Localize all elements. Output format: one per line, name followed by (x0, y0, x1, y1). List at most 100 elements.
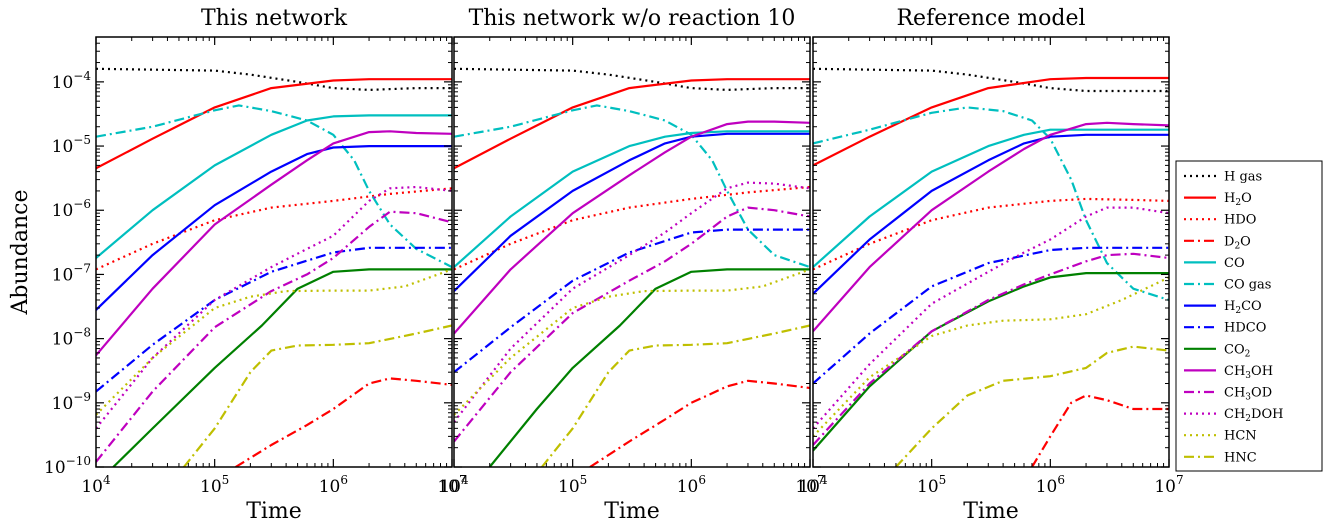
series-line (454, 132, 810, 292)
series-line (96, 145, 452, 311)
panel-title: This network w/o reaction 10 (469, 6, 796, 31)
legend-item: H2O (1184, 191, 1252, 208)
series-line (96, 104, 452, 269)
panel-3: Reference model 104 105 106 107 Time (798, 6, 1183, 524)
legend-item: D2O (1184, 234, 1251, 251)
series-line (96, 130, 452, 357)
series-group (813, 67, 1169, 467)
legend-item: HNC (1184, 450, 1257, 465)
legend-label: CO gas (1224, 278, 1271, 293)
legend-item: H gas (1184, 170, 1262, 185)
legend-label: H2O (1224, 191, 1252, 208)
series-line (813, 76, 1169, 167)
series-group (454, 67, 810, 467)
legend-label: HNC (1224, 450, 1257, 465)
x-axis-label: Time (963, 499, 1019, 524)
series-line (813, 206, 1169, 430)
series-line (96, 210, 452, 463)
panel-frame (453, 36, 811, 468)
series-line (813, 252, 1169, 446)
legend-item: CH3OH (1184, 364, 1273, 381)
series-line (1031, 394, 1169, 467)
series-line (813, 128, 1169, 268)
legend-item: H2CO (1184, 299, 1262, 316)
series-line (813, 246, 1169, 385)
legend-label: CO2 (1224, 342, 1250, 359)
y-tick-label: 10−5 (52, 133, 91, 157)
legend-item: HDCO (1184, 321, 1266, 336)
panel-1: This network 104 105 106 107 10−10 10−9 10−8 10−… (44, 6, 467, 524)
series-line (454, 228, 810, 374)
series-line (112, 268, 452, 467)
x-tick-label: 106 (677, 473, 706, 497)
series-line (235, 377, 452, 467)
x-tick-label: 106 (319, 473, 348, 497)
legend-item: HDO (1184, 213, 1256, 228)
legend: H gas H2O HDO D2O CO CO gas H2CO HDCO CO2 CH3OH CH… (1175, 160, 1323, 472)
legend-label: D2O (1224, 234, 1251, 251)
panel-frame (812, 36, 1170, 468)
x-tick-label: 105 (200, 473, 229, 497)
legend-item: CH3OD (1184, 386, 1272, 403)
series-line (813, 121, 1169, 333)
series-line (96, 246, 452, 393)
series-line (813, 276, 1169, 438)
y-tick-label: 10−4 (52, 69, 92, 93)
legend-item: HCN (1184, 429, 1257, 444)
y-tick-label: 10−8 (52, 326, 91, 350)
legend-label: CH2DOH (1224, 407, 1283, 424)
series-line (454, 268, 810, 416)
series-line (813, 67, 1169, 93)
series-line (183, 324, 452, 467)
x-axis-label: Time (604, 499, 660, 524)
legend-item: CH2DOH (1184, 407, 1283, 424)
legend-label: CH3OD (1224, 386, 1272, 403)
legend-item: CO2 (1184, 342, 1250, 359)
series-line (96, 114, 452, 259)
legend-label: CO (1224, 256, 1245, 271)
y-tick-label: 10−9 (52, 390, 91, 414)
series-line (454, 206, 810, 443)
series-line (96, 78, 452, 170)
x-tick-label: 104 (798, 473, 828, 497)
series-line (454, 78, 810, 170)
panel-2: This network w/o reaction 10 104 105 106 107… (439, 6, 824, 524)
panels: This network 104 105 106 107 10−10 10−9 10−8 10−… (44, 6, 1184, 524)
series-line (454, 104, 810, 269)
series-line (454, 185, 810, 271)
legend-label: H gas (1224, 170, 1262, 185)
series-line (96, 187, 452, 271)
series-line (454, 130, 810, 268)
x-tick-label: 106 (1036, 473, 1065, 497)
series-line (895, 345, 1169, 467)
series-group (96, 67, 452, 467)
series-line (96, 67, 452, 91)
legend-label: HCN (1224, 429, 1257, 444)
legend-item: CO (1184, 256, 1245, 271)
series-line (96, 185, 452, 430)
series-line (813, 197, 1169, 271)
series-line (454, 120, 810, 335)
legend-label: H2CO (1224, 299, 1262, 316)
y-tick-label: 10−7 (52, 261, 91, 285)
series-line (813, 133, 1169, 295)
x-axis-label: Time (246, 499, 302, 524)
x-tick-label: 104 (439, 473, 469, 497)
x-tick-label: 107 (1154, 473, 1183, 497)
x-tick-label: 105 (558, 473, 587, 497)
legend-label: CH3OH (1224, 364, 1273, 381)
x-tick-label: 107 (437, 473, 466, 497)
legend-label: HDO (1224, 213, 1256, 228)
x-tick-label: 104 (81, 473, 111, 497)
legend-item: CO gas (1184, 278, 1271, 293)
legend-frame (1175, 160, 1323, 472)
panel-frame (95, 36, 453, 468)
x-tick-label: 105 (917, 473, 946, 497)
panel-title: Reference model (896, 6, 1085, 31)
series-line (488, 268, 810, 467)
series-line (454, 67, 810, 91)
y-tick-label: 10−6 (52, 197, 91, 221)
legend-label: HDCO (1224, 321, 1266, 336)
x-tick-label: 107 (795, 473, 824, 497)
